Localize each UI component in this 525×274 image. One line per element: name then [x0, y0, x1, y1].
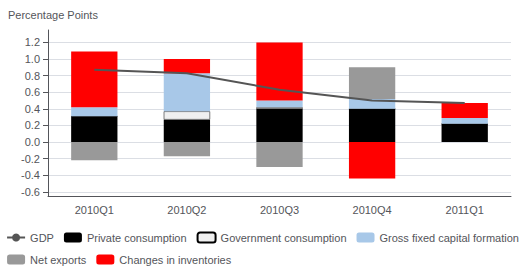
svg-text:0.4: 0.4 — [25, 103, 40, 115]
svg-text:2010Q4: 2010Q4 — [353, 204, 392, 216]
svg-text:Changes in inventories: Changes in inventories — [119, 254, 231, 266]
svg-text:0.0: 0.0 — [25, 136, 40, 148]
svg-text:Private consumption: Private consumption — [87, 232, 187, 244]
svg-text:1.0: 1.0 — [25, 53, 40, 65]
svg-text:2010Q1: 2010Q1 — [75, 204, 114, 216]
svg-text:1.2: 1.2 — [25, 36, 40, 48]
svg-text:2010Q2: 2010Q2 — [167, 204, 206, 216]
svg-text:2011Q1: 2011Q1 — [446, 204, 484, 216]
svg-text:Gross fixed capital formation: Gross fixed capital formation — [380, 232, 519, 244]
svg-text:GDP: GDP — [30, 232, 54, 244]
svg-text:0.6: 0.6 — [25, 86, 40, 98]
svg-text:2010Q3: 2010Q3 — [260, 204, 299, 216]
svg-text:-0.4: -0.4 — [21, 169, 40, 181]
svg-text:0.2: 0.2 — [25, 119, 40, 131]
svg-text:Percentage Points: Percentage Points — [8, 9, 98, 21]
svg-text:-0.6: -0.6 — [21, 186, 40, 198]
svg-text:0.8: 0.8 — [25, 70, 40, 82]
svg-text:Net exports: Net exports — [30, 254, 87, 266]
svg-text:Government consumption: Government consumption — [221, 232, 347, 244]
svg-text:-0.2: -0.2 — [21, 153, 40, 165]
